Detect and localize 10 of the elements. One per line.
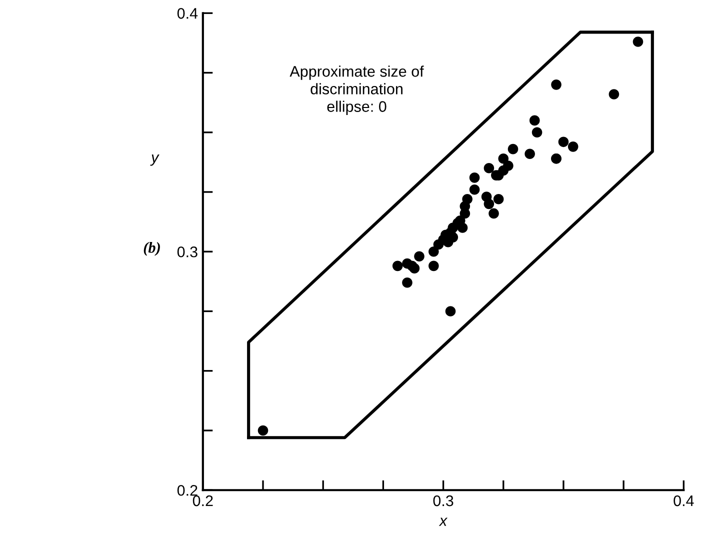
x-tick-label: 0.2 [192,495,213,506]
y-axis-title: y [150,154,160,166]
y-tick-label: 0.3 [177,246,198,258]
y-tick-label: 0.4 [177,8,198,19]
text: (b) [144,242,160,256]
x-tick-label: 0.3 [433,495,454,506]
y-tick-label: 0.2 [177,484,198,496]
x-tick-label: 0.4 [674,495,694,506]
x-axis-title: x [438,518,448,526]
annotation: Approximate size of discrimination ellipse: 0 [290,66,424,115]
